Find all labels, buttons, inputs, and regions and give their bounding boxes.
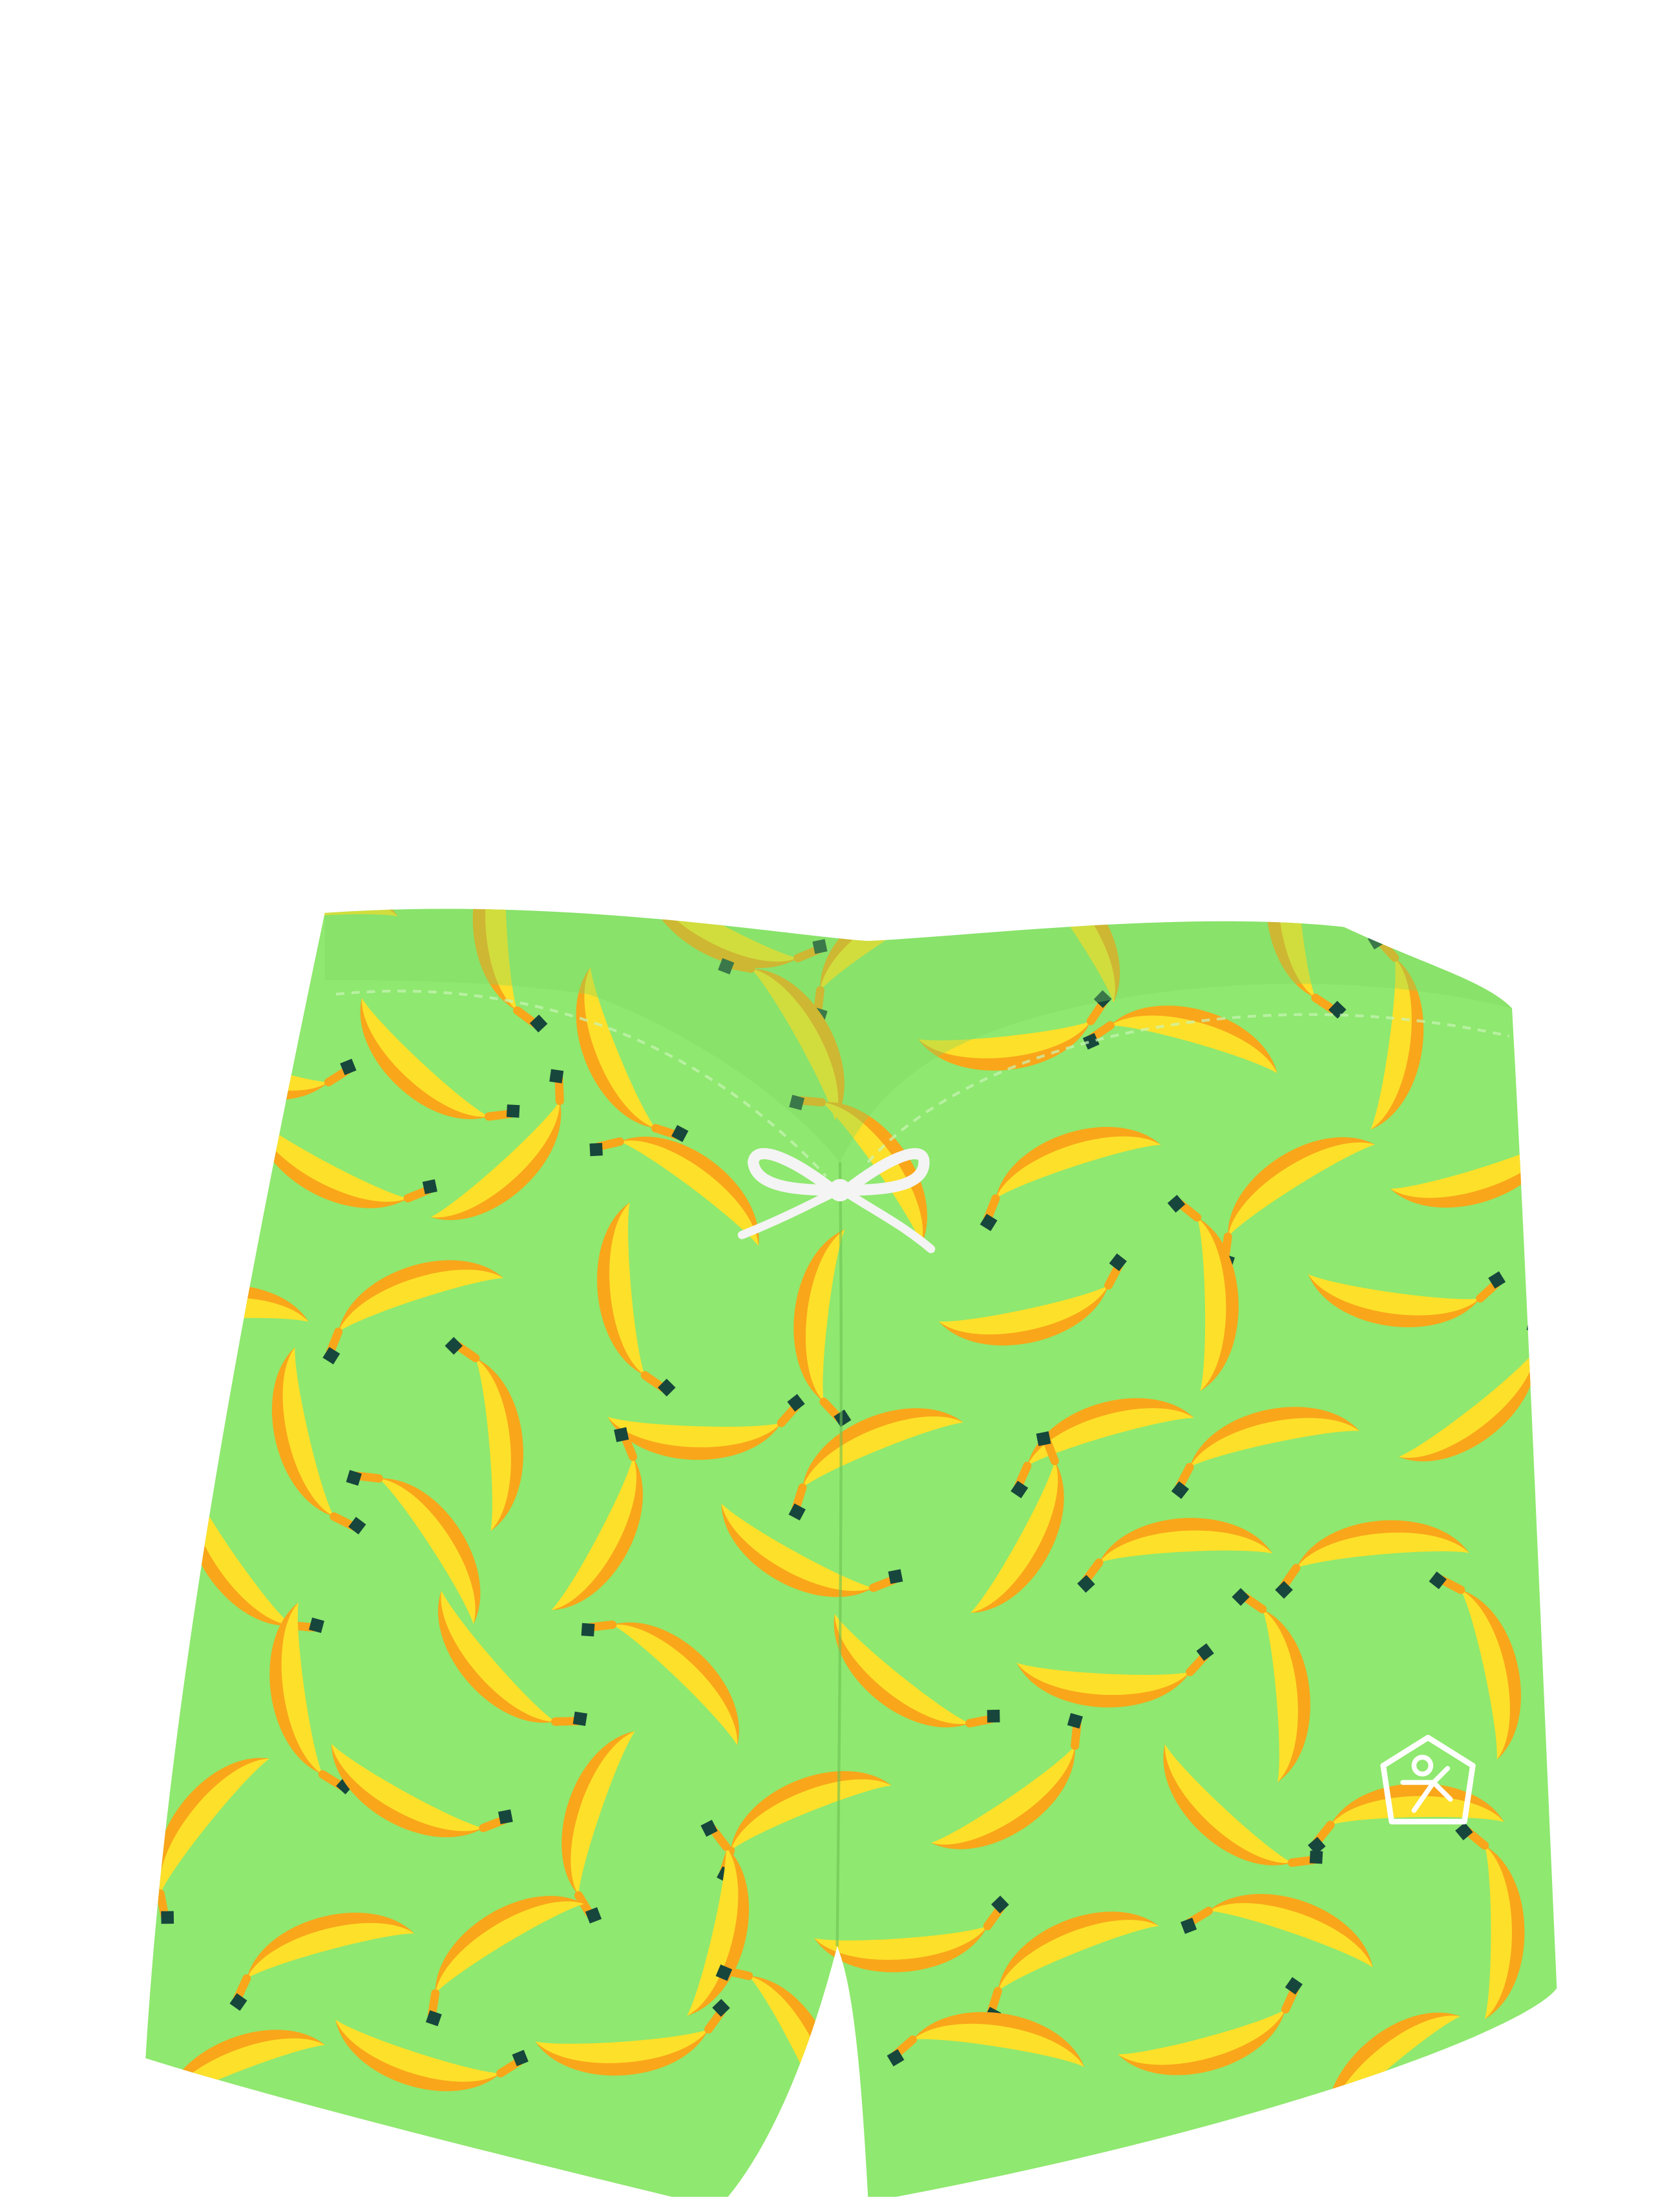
center-seam bbox=[835, 1162, 843, 1946]
banana-print-icon bbox=[360, 998, 520, 1121]
banana-print-icon bbox=[1308, 1783, 1504, 1855]
banana-print-icon bbox=[918, 990, 1112, 1071]
banana-print-icon bbox=[930, 1713, 1083, 1849]
drawstring-bow-icon bbox=[737, 1148, 936, 1254]
banana-print-icon bbox=[721, 1503, 903, 1597]
banana-print-icon bbox=[1308, 1271, 1506, 1327]
brand-logo-icon bbox=[1380, 1734, 1476, 1825]
banana-print-icon bbox=[254, 1117, 437, 1208]
waistband bbox=[324, 909, 1513, 1162]
banana-print-icon bbox=[322, 1260, 504, 1365]
waistband-stitch bbox=[335, 989, 1510, 1177]
banana-print-icon bbox=[1455, 1822, 1525, 2019]
banana-print-icon bbox=[1016, 909, 1120, 1003]
banana-print-icon bbox=[589, 1137, 759, 1246]
banana-print-icon bbox=[1118, 1977, 1303, 2076]
banana-print-icon bbox=[1167, 1195, 1239, 1391]
banana-print-icon bbox=[269, 1602, 354, 1794]
banana-print-icon bbox=[887, 2012, 1084, 2067]
banana-print-icon bbox=[834, 1614, 1000, 1728]
banana-print-icon bbox=[1011, 1398, 1195, 1498]
swim-shorts bbox=[145, 909, 1557, 2197]
banana-print-icon bbox=[425, 1896, 584, 2026]
banana-print-icon bbox=[971, 1431, 1064, 1613]
banana-print-icon bbox=[472, 909, 548, 1033]
banana-print-icon bbox=[576, 967, 689, 1142]
banana-print-icon bbox=[1016, 1643, 1214, 1708]
banana-print-icon bbox=[331, 1743, 513, 1838]
banana-print-icon bbox=[581, 1620, 739, 1746]
banana-print-icon bbox=[1077, 1518, 1273, 1593]
banana-print-icon bbox=[335, 2019, 529, 2092]
banana-print-icon bbox=[1082, 1005, 1277, 1073]
banana-print-icon bbox=[607, 1394, 805, 1460]
banana-print-icon bbox=[1180, 1894, 1373, 1968]
banana-print-icon bbox=[788, 1408, 964, 1521]
banana-print-icon bbox=[1163, 1744, 1323, 1867]
banana-print-icon bbox=[156, 1758, 270, 1924]
banana-print-icon bbox=[718, 958, 845, 1121]
banana-print-icon bbox=[1275, 1520, 1469, 1599]
banana-print-icon bbox=[980, 1127, 1161, 1232]
banana-print-icon bbox=[1171, 1407, 1360, 1499]
banana-print-icon bbox=[438, 1590, 587, 1727]
banana-print-icon bbox=[1429, 1572, 1521, 1760]
banana-print-icon bbox=[687, 1820, 750, 2016]
banana-print-icon bbox=[551, 1427, 643, 1610]
banana-print-icon bbox=[229, 1913, 415, 2011]
banana-print-icon bbox=[789, 1095, 927, 1245]
banana-print-icon bbox=[562, 1731, 635, 1924]
banana-print-icon bbox=[938, 1253, 1127, 1346]
banana-print-icon bbox=[346, 1469, 481, 1624]
banana-print-icon bbox=[793, 1229, 852, 1427]
banana-print-icon bbox=[271, 1347, 366, 1535]
banana-print-icon bbox=[430, 1069, 564, 1221]
banana-print-icon bbox=[814, 1895, 1009, 1973]
banana-print-icon bbox=[535, 1999, 730, 2076]
